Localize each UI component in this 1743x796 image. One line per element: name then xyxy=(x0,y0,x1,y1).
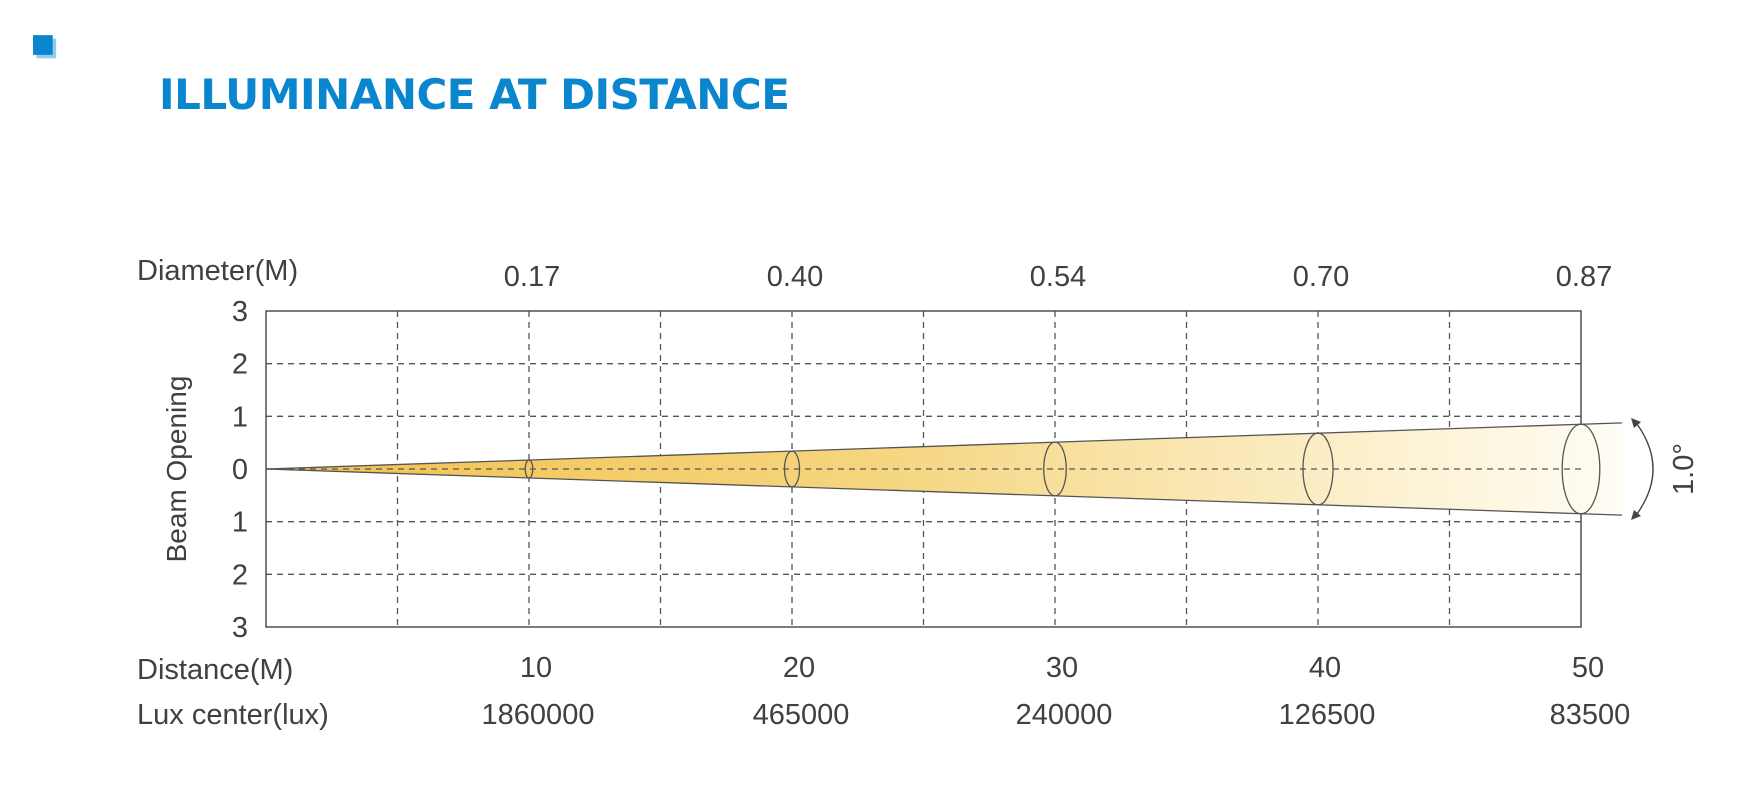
distance-tick-label: 20 xyxy=(783,652,815,684)
beam-cone xyxy=(266,422,1622,516)
y-tick-label: 0 xyxy=(232,454,248,486)
beam-edge-top xyxy=(265,422,1623,470)
distance-tick-label: 40 xyxy=(1309,652,1341,684)
y-tick-label: 3 xyxy=(232,612,248,644)
y-tick-label: 1 xyxy=(232,507,248,539)
diameter-value: 0.40 xyxy=(767,261,823,293)
beam-cross-section xyxy=(1043,441,1067,497)
y-tick-label: 2 xyxy=(232,349,248,381)
lux-center-value: 240000 xyxy=(1016,699,1113,731)
diameter-value: 0.54 xyxy=(1030,261,1086,293)
lux-center-value: 83500 xyxy=(1550,699,1631,731)
diameter-value: 0.70 xyxy=(1293,261,1349,293)
lux-row-label: Lux center(lux) xyxy=(137,699,329,731)
beam-cross-section xyxy=(783,450,801,488)
lux-center-value: 1860000 xyxy=(482,699,595,731)
y-tick-label: 2 xyxy=(232,559,248,591)
y-axis-label: Beam Opening xyxy=(161,376,192,563)
distance-tick-label: 50 xyxy=(1572,652,1604,684)
beam-edge-bottom xyxy=(265,468,1623,516)
square-front-icon xyxy=(33,35,53,55)
diameter-row-label: Diameter(M) xyxy=(137,255,298,287)
y-tick-label: 3 xyxy=(232,296,248,328)
beam-cross-section xyxy=(1561,423,1601,515)
beam-angle-label: 1.0° xyxy=(1668,443,1700,495)
title-square-icon xyxy=(33,35,57,59)
diameter-value: 0.87 xyxy=(1556,261,1612,293)
diameter-value: 0.17 xyxy=(504,261,560,293)
arrow-up-icon xyxy=(1631,418,1641,428)
page-title: ILLUMINANCE AT DISTANCE xyxy=(159,70,790,119)
lux-center-value: 465000 xyxy=(753,699,850,731)
arrow-down-icon xyxy=(1631,510,1641,520)
distance-row-label: Distance(M) xyxy=(137,654,293,686)
distance-tick-label: 30 xyxy=(1046,652,1078,684)
beam-angle-arc xyxy=(1633,419,1654,519)
lux-center-value: 126500 xyxy=(1279,699,1376,731)
beam-cross-section xyxy=(524,459,534,479)
y-tick-label: 1 xyxy=(232,401,248,433)
distance-tick-label: 10 xyxy=(520,652,552,684)
beam-cross-section xyxy=(1302,432,1334,506)
